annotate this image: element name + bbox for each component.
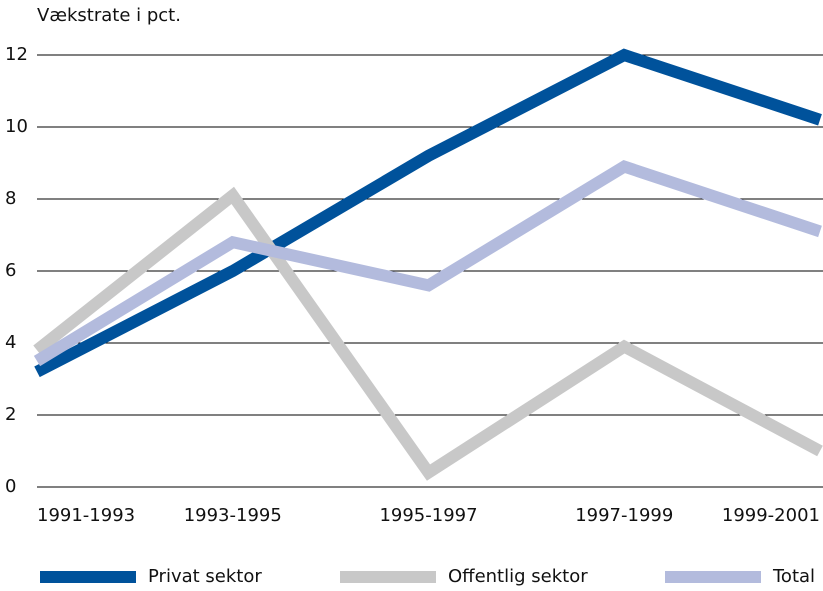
legend-label: Privat sektor bbox=[148, 566, 262, 587]
y-tick-label: 0 bbox=[5, 476, 16, 497]
y-tick-label: 6 bbox=[5, 260, 16, 281]
line-series bbox=[34, 48, 822, 378]
y-tick-label: 10 bbox=[5, 116, 28, 137]
x-tick-label: 1993-1995 bbox=[184, 505, 282, 526]
line-series bbox=[33, 160, 822, 367]
legend-label: Total bbox=[772, 566, 815, 587]
line-series bbox=[33, 186, 823, 481]
y-tick-label: 4 bbox=[5, 332, 16, 353]
x-tick-label: 1997-1999 bbox=[575, 505, 673, 526]
legend-label: Offentlig sektor bbox=[448, 566, 588, 587]
x-tick-label: 1999-2001 bbox=[722, 505, 820, 526]
x-tick-label: 1995-1997 bbox=[379, 505, 477, 526]
y-tick-label: 12 bbox=[5, 44, 28, 65]
y-tick-label: 2 bbox=[5, 404, 16, 425]
x-tick-label: 1991-1993 bbox=[37, 505, 135, 526]
y-tick-label: 8 bbox=[5, 188, 16, 209]
y-axis-label: Vækstrate i pct. bbox=[37, 5, 181, 26]
